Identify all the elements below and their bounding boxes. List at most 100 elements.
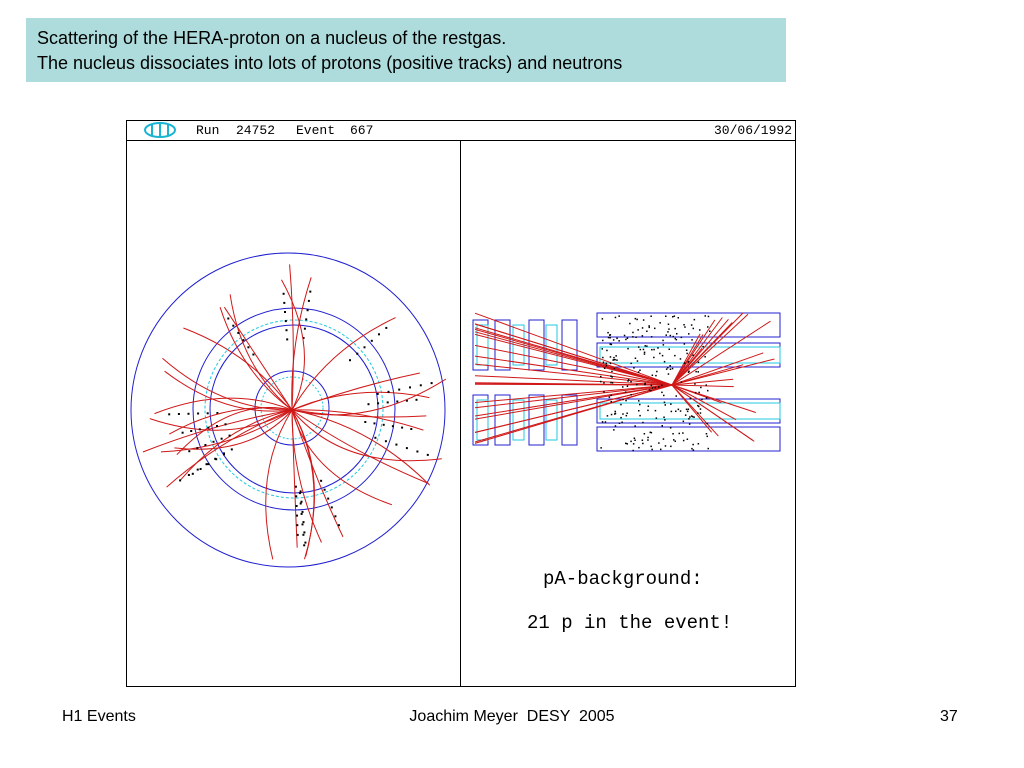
track	[614, 410, 616, 413]
track	[164, 370, 293, 412]
track	[603, 382, 605, 384]
track	[216, 412, 219, 414]
track	[663, 416, 665, 418]
track	[396, 400, 399, 403]
track	[684, 362, 686, 364]
track	[610, 375, 612, 377]
track	[609, 334, 611, 336]
track	[632, 336, 634, 338]
track	[291, 277, 312, 411]
track	[154, 397, 293, 415]
track	[474, 344, 673, 386]
track	[291, 409, 424, 431]
track	[610, 381, 612, 384]
track	[142, 409, 293, 453]
track	[684, 414, 687, 416]
track	[616, 359, 618, 361]
track	[671, 352, 764, 386]
title-line: The nucleus dissociates into lots of pro…	[37, 53, 623, 73]
track	[616, 337, 618, 340]
track	[601, 318, 604, 320]
track	[162, 357, 293, 411]
caption: pA-background:	[543, 568, 703, 590]
track	[612, 359, 614, 361]
track	[661, 425, 663, 427]
track	[671, 384, 737, 421]
track	[613, 429, 615, 431]
track	[667, 331, 669, 333]
track	[675, 410, 677, 412]
track	[674, 440, 676, 442]
track	[669, 334, 672, 337]
track	[627, 379, 630, 381]
track	[337, 524, 340, 527]
track	[303, 531, 306, 534]
track	[643, 433, 646, 435]
track	[671, 319, 716, 386]
track	[667, 373, 670, 375]
track	[237, 331, 240, 334]
track	[377, 402, 380, 405]
track	[474, 383, 673, 386]
track	[474, 363, 673, 386]
track	[654, 409, 657, 412]
track	[609, 343, 611, 345]
track	[641, 335, 644, 337]
track	[685, 349, 688, 351]
track	[474, 384, 673, 417]
track	[207, 463, 210, 466]
track	[307, 299, 310, 302]
track	[183, 327, 293, 411]
track	[704, 356, 706, 358]
track	[699, 408, 702, 410]
track	[641, 439, 644, 441]
track	[607, 331, 609, 334]
event-display: Run 24752 Event 667 30/06/1992 pA-backgr…	[126, 120, 796, 687]
track	[419, 384, 422, 387]
track	[405, 399, 408, 402]
track	[474, 312, 673, 386]
track	[687, 408, 690, 410]
track	[683, 324, 685, 326]
track	[644, 382, 646, 385]
track	[641, 327, 644, 329]
track	[643, 351, 646, 354]
track	[702, 345, 704, 348]
track	[630, 362, 632, 365]
track	[625, 338, 627, 341]
track	[600, 447, 602, 449]
track	[707, 326, 709, 328]
track	[602, 361, 605, 363]
track	[676, 333, 678, 335]
track	[674, 327, 676, 330]
track	[622, 413, 624, 415]
track	[644, 345, 646, 347]
track	[680, 381, 683, 383]
track	[283, 301, 286, 304]
track	[303, 544, 306, 547]
track	[166, 409, 293, 488]
track	[683, 343, 686, 345]
track	[391, 425, 394, 428]
track	[630, 394, 632, 396]
track	[642, 442, 644, 445]
track	[669, 368, 672, 370]
track	[298, 492, 301, 495]
track	[281, 279, 305, 411]
track	[664, 404, 666, 406]
track	[622, 386, 624, 388]
track	[693, 318, 696, 321]
track	[296, 533, 299, 536]
track	[187, 412, 190, 415]
track	[626, 337, 629, 339]
track	[642, 319, 645, 321]
track	[682, 439, 685, 442]
track	[662, 339, 664, 342]
track	[207, 426, 210, 429]
track	[291, 409, 442, 462]
track	[282, 292, 285, 295]
track	[188, 450, 191, 453]
track	[651, 387, 654, 389]
track	[636, 360, 639, 362]
